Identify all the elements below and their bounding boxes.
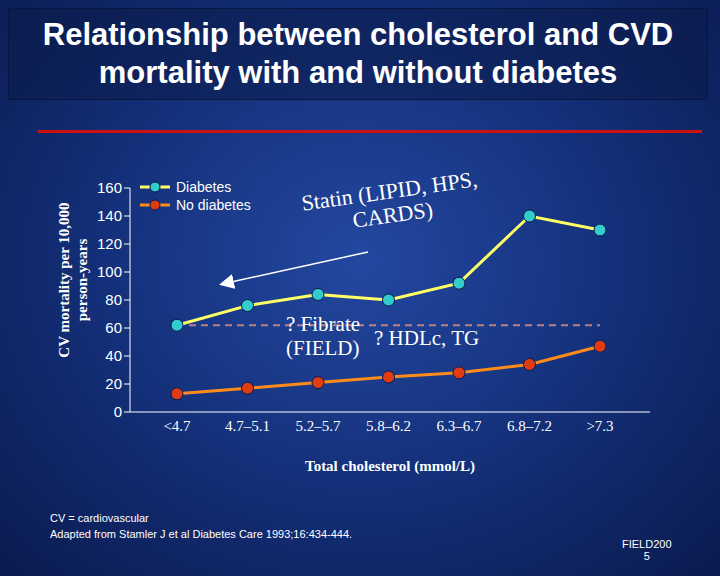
- svg-text:<4.7: <4.7: [163, 418, 191, 434]
- svg-text:120: 120: [97, 235, 122, 252]
- html-text:? Fibrate: ? Fibrate: [286, 312, 361, 336]
- html-text:5: 5: [643, 550, 650, 562]
- svg-text:160: 160: [97, 179, 122, 196]
- svg-text:20: 20: [105, 375, 122, 392]
- html-text:Total cholesterol (mmol/L): Total cholesterol (mmol/L): [305, 458, 475, 474]
- html-text:CARDS): CARDS): [351, 196, 435, 233]
- svg-text:>7.3: >7.3: [586, 418, 613, 434]
- html-text:(FIELD): (FIELD): [286, 336, 360, 360]
- svg-text:100: 100: [97, 263, 122, 280]
- html-text:CV mortality per 10,000 person: CV mortality per 10,000 person-years: [56, 202, 90, 358]
- html-text:Adapted from Stamler J et al D: Adapted from Stamler J et al Diabetes Ca…: [50, 528, 353, 540]
- svg-text:6.3–6.7: 6.3–6.7: [437, 418, 483, 434]
- html-text:FIELD200: FIELD200: [622, 538, 672, 550]
- svg-text:140: 140: [97, 207, 122, 224]
- html-text:No diabetes: No diabetes: [176, 197, 251, 213]
- svg-text:5.2–5.7: 5.2–5.7: [296, 418, 342, 434]
- svg-text:6.8–7.2: 6.8–7.2: [507, 418, 552, 434]
- svg-text:0: 0: [114, 403, 122, 420]
- html-text:Relationship between cholester: Relationship between cholesterol and CVD…: [42, 17, 674, 90]
- svg-text:5.8–6.2: 5.8–6.2: [366, 418, 411, 434]
- svg-text:60: 60: [105, 319, 122, 336]
- html-text:Diabetes: Diabetes: [176, 179, 232, 195]
- svg-text:80: 80: [105, 291, 122, 308]
- svg-text:4.7–5.1: 4.7–5.1: [225, 418, 270, 434]
- html-text:Statin (LIPID, HPS,: Statin (LIPID, HPS,: [299, 166, 479, 216]
- html-text:? HDLc, TG: ? HDLc, TG: [374, 326, 480, 350]
- html-text:CV = cardiovascular: CV = cardiovascular: [50, 512, 149, 524]
- svg-text:40: 40: [105, 347, 122, 364]
